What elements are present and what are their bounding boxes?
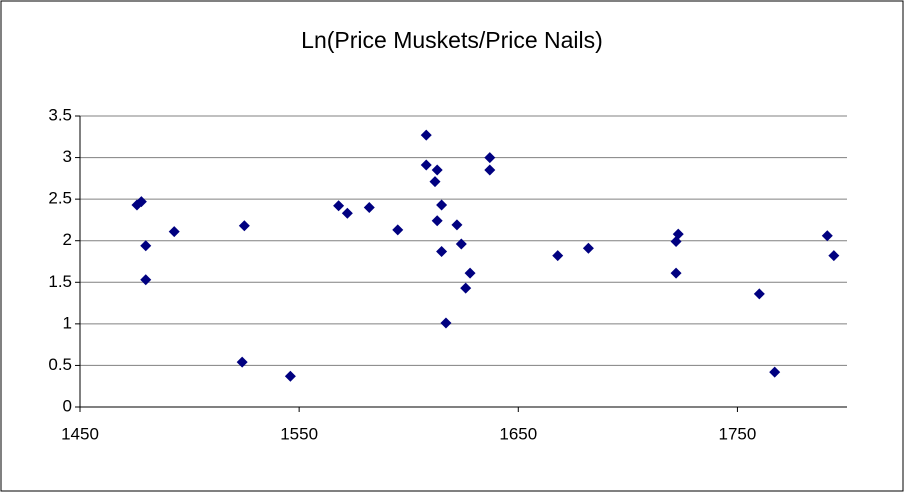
point <box>436 246 448 258</box>
y-tick-label: 2.5 <box>48 189 72 208</box>
point <box>769 366 781 378</box>
point <box>429 176 441 188</box>
point <box>464 267 476 279</box>
point <box>436 199 448 211</box>
point <box>451 219 463 231</box>
point <box>333 200 345 212</box>
y-tick-label: 1 <box>63 313 72 332</box>
point <box>455 238 467 250</box>
point <box>440 317 452 329</box>
point <box>420 159 432 171</box>
point <box>552 250 564 262</box>
x-tick-label: 1750 <box>719 424 757 443</box>
y-tick-label: 1.5 <box>48 272 72 291</box>
point <box>238 220 250 232</box>
point <box>753 288 765 300</box>
point <box>431 215 443 227</box>
chart-title: Ln(Price Muskets/Price Nails) <box>301 27 603 53</box>
point <box>582 242 594 254</box>
y-tick-label: 3.5 <box>48 105 72 124</box>
y-tick-label: 0 <box>63 396 72 415</box>
point <box>363 201 375 213</box>
point <box>484 152 496 164</box>
point <box>828 250 840 262</box>
point <box>284 370 296 382</box>
point <box>484 164 496 176</box>
point <box>670 267 682 279</box>
point <box>341 207 353 219</box>
point <box>431 164 443 176</box>
y-tick-label: 0.5 <box>48 355 72 374</box>
point <box>135 196 147 208</box>
y-tick-label: 3 <box>63 147 72 166</box>
point <box>670 236 682 248</box>
x-tick-label: 1650 <box>499 424 537 443</box>
y-tick-label: 2 <box>63 230 72 249</box>
x-tick-label: 1450 <box>61 424 99 443</box>
point <box>168 226 180 238</box>
point <box>140 274 152 286</box>
point <box>420 129 432 141</box>
point <box>140 240 152 252</box>
point <box>821 230 833 242</box>
point <box>392 224 404 236</box>
point <box>236 356 248 368</box>
x-tick-label: 1550 <box>280 424 318 443</box>
point <box>460 282 472 294</box>
